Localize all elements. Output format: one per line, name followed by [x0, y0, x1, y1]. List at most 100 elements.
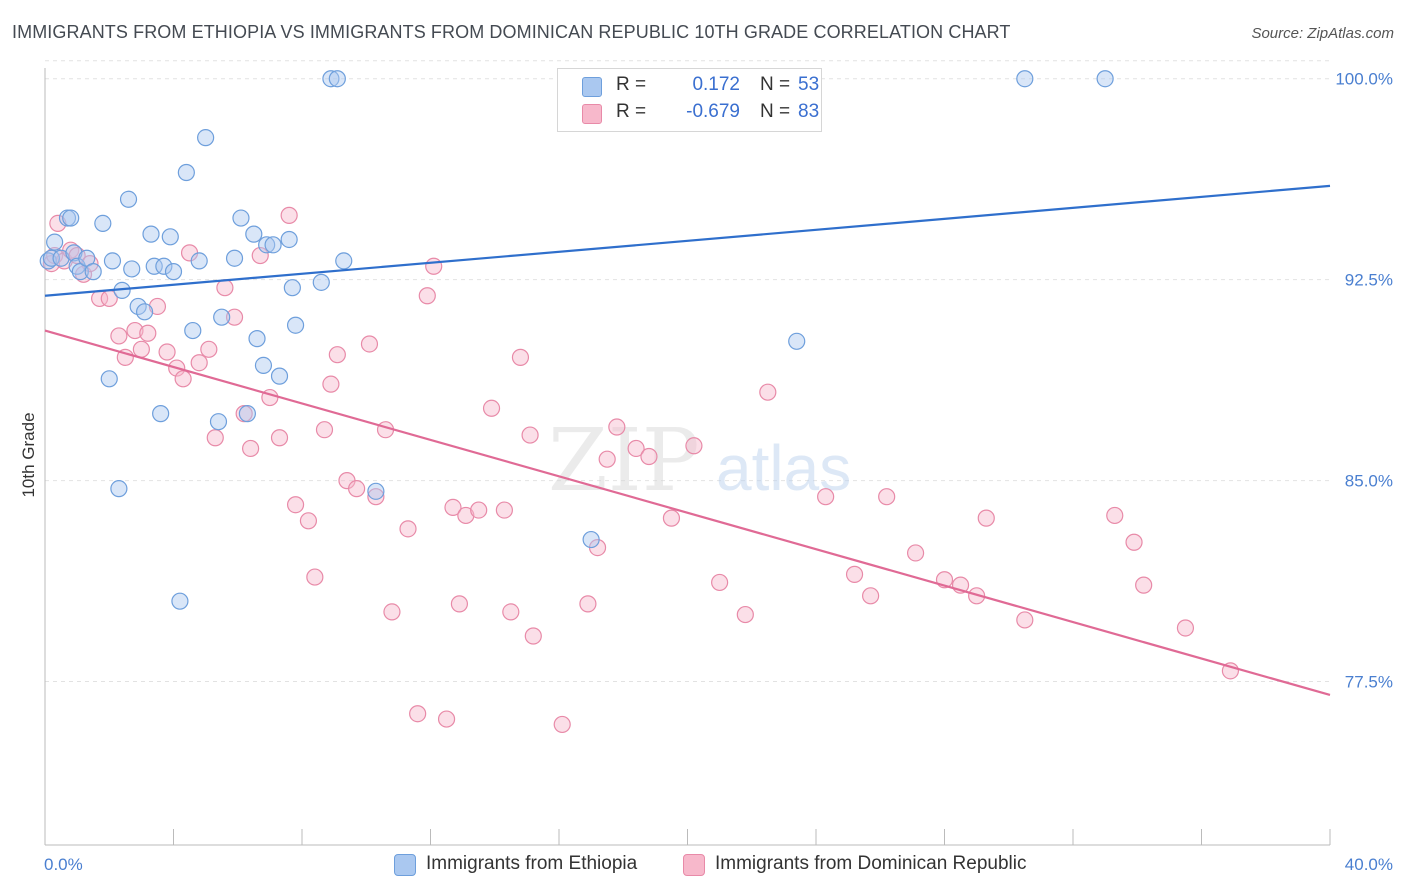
- x-tick-label: 40.0%: [1345, 855, 1393, 874]
- dominican-point: [759, 383, 777, 401]
- ethiopia-point: [225, 249, 244, 267]
- ethiopia-point: [280, 230, 298, 249]
- dominican-point: [437, 710, 456, 728]
- ethiopia-point: [190, 252, 208, 270]
- dominican-point: [521, 426, 539, 444]
- legend-label-ethiopia: Immigrants from Ethiopia: [426, 853, 638, 874]
- ethiopia-point: [135, 303, 154, 321]
- ethiopia-point: [258, 236, 276, 254]
- dominican-point: [280, 206, 298, 224]
- dominican-point: [190, 354, 208, 372]
- ethiopia-point: [788, 332, 806, 350]
- ethiopia-point: [213, 308, 231, 326]
- x-tick-label: 0.0%: [44, 855, 83, 874]
- dominican-point: [640, 447, 658, 466]
- ethiopia-point: [209, 413, 228, 431]
- ethiopia-point: [52, 249, 70, 267]
- ethiopia-point: [42, 249, 61, 267]
- ethiopia-point: [184, 321, 202, 340]
- dominican-trend-line: [44, 329, 1331, 697]
- dominican-point: [126, 321, 144, 340]
- ethiopia-point: [264, 236, 282, 254]
- watermark: ZIP atlas: [548, 411, 851, 511]
- dominican-point: [270, 429, 289, 447]
- dominican-point: [862, 587, 880, 605]
- ethiopia-point: [110, 480, 128, 498]
- ethiopia-point: [84, 263, 102, 281]
- dominican-point: [502, 603, 520, 621]
- legend-r-label: R =: [616, 74, 647, 95]
- y-tick-label: 100.0%: [1335, 70, 1393, 89]
- ethiopia-point: [335, 252, 353, 270]
- dominican-point: [470, 501, 488, 519]
- dominican-point: [348, 480, 366, 498]
- dominican-point: [608, 418, 626, 436]
- dominican-point: [328, 346, 346, 364]
- ethiopia-point: [155, 257, 173, 275]
- ethiopia-point: [145, 257, 163, 275]
- ethiopia-point: [119, 190, 138, 208]
- dominican-point: [579, 595, 597, 613]
- dominican-point: [409, 705, 427, 723]
- ethiopia-point: [103, 252, 122, 270]
- ethiopia-point: [39, 252, 57, 270]
- y-tick-label: 92.5%: [1345, 271, 1393, 290]
- dominican-point: [242, 439, 260, 458]
- dominican-point: [383, 603, 401, 621]
- dominican-point: [148, 297, 167, 316]
- dominican-point: [216, 279, 234, 297]
- dominican-point: [977, 509, 995, 527]
- ethiopia-point: [367, 482, 385, 500]
- dominican-point: [627, 439, 645, 458]
- ethiopia-point: [270, 367, 289, 385]
- dominican-point: [1106, 506, 1124, 525]
- ethiopia-point: [286, 316, 305, 334]
- dominican-point: [418, 287, 436, 305]
- legend-label-dominican: Immigrants from Dominican Republic: [715, 853, 1027, 874]
- dominican-point: [286, 496, 305, 514]
- ethiopia-point: [254, 356, 273, 375]
- dominican-point: [360, 335, 379, 353]
- legend-n-value: 53: [798, 74, 820, 95]
- dominican-point: [399, 520, 417, 538]
- ethiopia-point: [232, 209, 250, 227]
- ethiopia-point: [46, 233, 64, 251]
- dominican-point: [206, 429, 224, 447]
- dominican-point: [1176, 619, 1195, 637]
- ethiopia-point: [197, 129, 215, 147]
- ethiopia-point: [152, 405, 170, 423]
- dominican-point: [49, 214, 67, 232]
- y-axis-label: 10th Grade: [19, 412, 38, 497]
- dominican-point: [444, 498, 462, 517]
- ethiopia-point: [322, 70, 340, 88]
- ethiopia-point: [123, 260, 141, 278]
- y-tick-label: 85.0%: [1345, 472, 1393, 491]
- trend-lines: [44, 184, 1331, 697]
- dominican-point: [845, 565, 864, 583]
- ethiopia-point: [65, 244, 83, 262]
- dominican-point: [450, 595, 469, 613]
- y-tick-label: 77.5%: [1345, 673, 1393, 692]
- ethiopia-point: [177, 163, 195, 182]
- dominican-point: [158, 343, 176, 361]
- dominican-point: [457, 506, 475, 525]
- source-credit: Source: ZipAtlas.com: [1251, 25, 1394, 42]
- dominican-point: [524, 627, 542, 645]
- ethiopia-point: [171, 592, 189, 610]
- ethiopia-point: [328, 70, 346, 88]
- legend-r-value: -0.679: [686, 101, 740, 122]
- dominican-point: [139, 324, 157, 342]
- ethiopia-point: [238, 405, 256, 423]
- watermark-atlas: atlas: [716, 432, 851, 504]
- dominican-point: [482, 399, 501, 417]
- ethiopia-point: [582, 530, 600, 549]
- axes: [44, 68, 1331, 846]
- dominican-point: [225, 308, 244, 326]
- dominican-point: [685, 437, 703, 455]
- dominican-point: [906, 544, 925, 562]
- ethiopia-point: [142, 225, 160, 243]
- ethiopia-trend-line: [44, 184, 1331, 297]
- dominican-point: [251, 246, 269, 265]
- chart-title: IMMIGRANTS FROM ETHIOPIA VS IMMIGRANTS F…: [12, 22, 1011, 42]
